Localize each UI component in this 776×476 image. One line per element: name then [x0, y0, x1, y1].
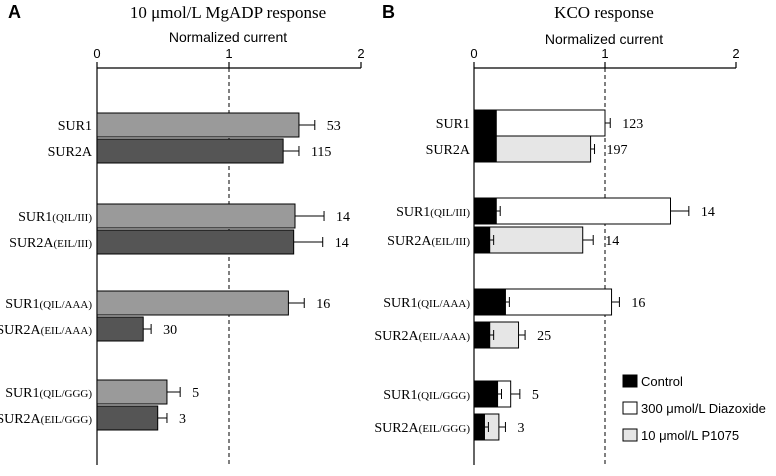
panel-b-letter: B — [382, 2, 395, 22]
category-label: SUR2A(EIL/AAA) — [0, 323, 92, 338]
n-label: 16 — [316, 297, 330, 312]
bar — [473, 197, 671, 225]
category-name: SUR1 — [5, 297, 39, 312]
panel-a-xlabel: Normalized current — [169, 29, 287, 45]
category-suffix: (QIL/GGG) — [417, 390, 470, 402]
category-label: SUR2A(EIL/III) — [387, 234, 470, 249]
bar — [96, 316, 144, 342]
legend-label: 10 μmol/L P1075 — [641, 428, 739, 443]
category-name: SUR2A — [0, 323, 42, 338]
n-label: 197 — [607, 143, 628, 158]
legend-label: Control — [641, 374, 683, 389]
category-label: SUR2A(EIL/GGG) — [0, 412, 92, 427]
legend-label: 300 μmol/L Diazoxide — [641, 401, 766, 416]
bar — [96, 379, 168, 405]
category-label: SUR2A(EIL/AAA) — [374, 329, 470, 344]
bar — [96, 290, 289, 316]
panel-b-legend: Control 300 μmol/L Diazoxide 10 μmol/L P10… — [622, 374, 766, 443]
bar — [96, 229, 295, 255]
x-tick-label: 2 — [732, 46, 739, 61]
bar — [473, 380, 499, 408]
bar — [473, 197, 497, 225]
category-name: SUR2A — [48, 145, 93, 160]
category-name: SUR1 — [383, 296, 417, 311]
category-name: SUR1 — [5, 386, 39, 401]
x-tick-label: 1 — [601, 46, 608, 61]
n-label: 14 — [335, 236, 349, 251]
category-name: SUR2A — [9, 236, 54, 251]
bar — [473, 413, 485, 441]
panel-a-letter: A — [8, 2, 21, 22]
category-label: SUR1 — [58, 119, 92, 134]
category-label: SUR2A — [48, 145, 93, 160]
category-suffix: (QIL/AAA) — [39, 299, 92, 311]
category-label: SUR2A — [426, 143, 471, 158]
panel-b-xlabel: Normalized current — [545, 31, 663, 47]
bar — [473, 135, 497, 163]
x-tick-label: 0 — [470, 46, 477, 61]
category-name: SUR2A — [374, 329, 419, 344]
n-label: 123 — [622, 117, 643, 132]
category-name: SUR2A — [0, 412, 42, 427]
legend-swatch — [622, 374, 638, 388]
category-name: SUR2A — [426, 143, 471, 158]
category-suffix: (QIL/III) — [52, 212, 92, 224]
n-label: 30 — [163, 323, 177, 338]
n-label: 3 — [179, 412, 186, 427]
category-label: SUR1(QIL/III) — [396, 205, 470, 220]
category-name: SUR1 — [383, 388, 417, 403]
bar — [473, 321, 491, 349]
category-label: SUR1 — [436, 117, 470, 132]
category-label: SUR2A(EIL/GGG) — [374, 421, 470, 436]
n-label: 14 — [701, 205, 715, 220]
category-label: SUR1(QIL/GGG) — [383, 388, 470, 403]
category-label: SUR1(QIL/GGG) — [5, 386, 92, 401]
category-name: SUR2A — [374, 421, 419, 436]
n-label: 115 — [311, 145, 331, 160]
x-tick-label: 1 — [225, 46, 232, 61]
category-name: SUR1 — [58, 119, 92, 134]
n-label: 5 — [192, 386, 199, 401]
bar — [96, 203, 296, 229]
bar — [473, 226, 491, 254]
category-name: SUR2A — [387, 234, 432, 249]
category-suffix: (EIL/GGG) — [419, 423, 471, 435]
bar — [96, 138, 284, 164]
n-label: 16 — [631, 296, 645, 311]
category-name: SUR1 — [436, 117, 470, 132]
category-label: SUR1(QIL/III) — [18, 210, 92, 225]
category-suffix: (QIL/AAA) — [417, 298, 470, 310]
n-label: 25 — [537, 329, 551, 344]
n-label: 53 — [327, 119, 341, 134]
category-suffix: (EIL/AAA) — [419, 331, 471, 343]
panel-a-title: 10 μmol/L MgADP response — [130, 3, 326, 22]
category-suffix: (QIL/GGG) — [39, 388, 92, 400]
x-tick-label: 0 — [93, 46, 100, 61]
bar — [473, 288, 506, 316]
category-name: SUR1 — [396, 205, 430, 220]
category-label: SUR2A(EIL/III) — [9, 236, 92, 251]
n-label: 14 — [605, 234, 619, 249]
category-suffix: (EIL/III) — [54, 238, 93, 250]
bar — [96, 405, 159, 431]
n-label: 5 — [532, 388, 539, 403]
panel-b-title: KCO response — [554, 3, 654, 22]
category-suffix: (EIL/GGG) — [41, 414, 93, 426]
n-label: 14 — [336, 210, 350, 225]
bar — [473, 109, 497, 137]
category-label: SUR1(QIL/AAA) — [5, 297, 92, 312]
x-tick-label: 2 — [357, 46, 364, 61]
n-label: 3 — [517, 421, 524, 436]
category-suffix: (EIL/AAA) — [41, 325, 93, 337]
category-suffix: (QIL/III) — [430, 207, 470, 219]
legend-swatch — [622, 428, 638, 442]
category-suffix: (EIL/III) — [432, 236, 471, 248]
legend-swatch — [622, 401, 638, 415]
category-label: SUR1(QIL/AAA) — [383, 296, 470, 311]
category-name: SUR1 — [18, 210, 52, 225]
bar — [96, 112, 300, 138]
